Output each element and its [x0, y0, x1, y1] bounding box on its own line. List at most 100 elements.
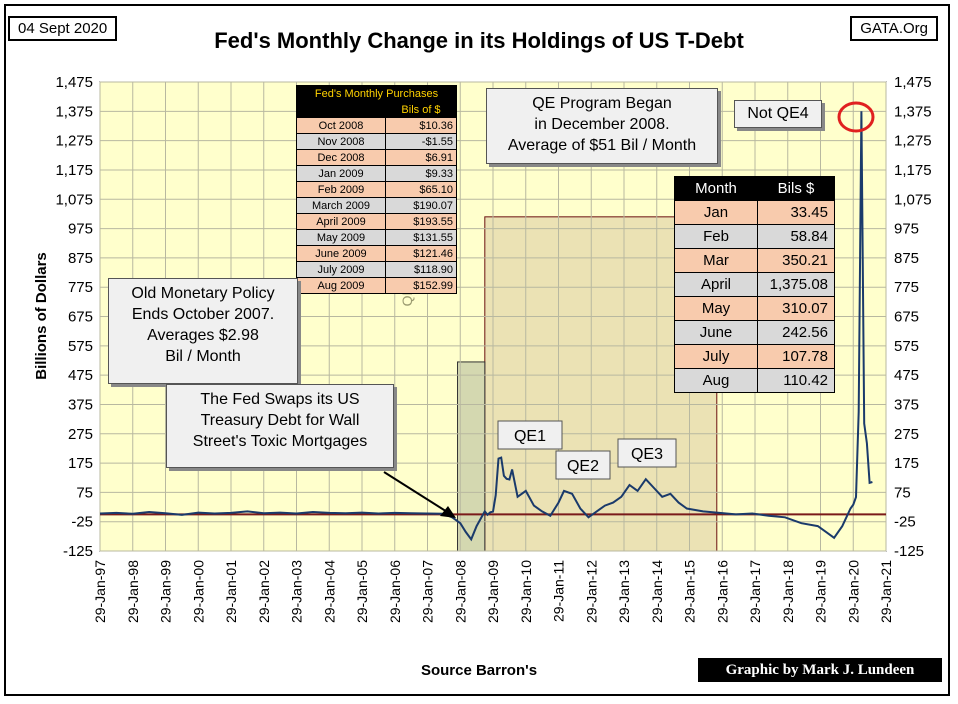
x-tick-label: 29-Jan-01	[223, 560, 239, 623]
purchases-row: May 2009 $131.55	[296, 229, 457, 246]
months-value: 310.07	[757, 296, 835, 321]
y-tick-right: 275	[894, 426, 919, 443]
purchases-row: Jan 2009 $9.33	[296, 165, 457, 182]
purchases-value: $65.10	[385, 181, 457, 198]
y-tick-left: 875	[68, 250, 93, 267]
y-tick-left: 975	[68, 221, 93, 238]
purchases-month: Feb 2009	[296, 181, 386, 198]
x-tick-label: 29-Jan-18	[780, 560, 796, 623]
fed-swaps-line-2: Treasury Debt for Wall	[200, 412, 360, 429]
y-axis-label: Billions of Dollars	[33, 252, 50, 380]
months-value: 107.78	[757, 344, 835, 369]
x-tick-label: 29-Jan-16	[714, 560, 730, 623]
purchases-row: Nov 2008 -$1.55	[296, 133, 457, 150]
y-tick-right: 475	[894, 367, 919, 384]
y-tick-left: -25	[71, 514, 93, 531]
spike-circle	[837, 101, 875, 133]
source-label: Source Barron's	[420, 662, 538, 679]
y-tick-right: 875	[894, 250, 919, 267]
x-tick-label: 29-Jan-14	[649, 560, 665, 623]
months-row: July 107.78	[674, 344, 835, 369]
y-tick-left: -125	[63, 543, 93, 560]
purchases-month: May 2009	[296, 229, 386, 246]
old-policy-line-2: Ends October 2007.	[131, 306, 275, 323]
months-value: 1,375.08	[757, 272, 835, 297]
qe-annotation-box	[555, 450, 611, 480]
purchases-empty-header	[296, 101, 386, 118]
purchases-row: Dec 2008 $6.91	[296, 149, 457, 166]
months-row: Aug 110.42	[674, 368, 835, 393]
qe-began-line-1: QE Program Began	[532, 95, 672, 112]
fed-swaps-note: The Fed Swaps its US Treasury Debt for W…	[166, 384, 394, 468]
old-policy-line-4: Bil / Month	[165, 348, 241, 365]
y-tick-left: 1,375	[55, 103, 93, 120]
purchases-value: $6.91	[385, 149, 457, 166]
y-tick-left: 1,175	[55, 162, 93, 179]
y-tick-right: 575	[894, 338, 919, 355]
purchases-row: March 2009 $190.07	[296, 197, 457, 214]
y-tick-right: 75	[894, 484, 911, 501]
date-label: 04 Sept 2020	[8, 16, 118, 41]
months-table: Month Bils $ Jan 33.45 Feb 58.84 Mar 350.21 Ap…	[674, 176, 835, 393]
swap-arrow-line	[383, 471, 453, 516]
months-value: 110.42	[757, 368, 835, 393]
x-tick-label: 29-Jan-04	[321, 560, 337, 623]
x-tick-label: 29-Jan-13	[616, 560, 632, 623]
months-value: 350.21	[757, 248, 835, 273]
x-tick-label: 29-Jan-03	[289, 560, 305, 623]
months-value-header: Bils $	[757, 176, 835, 201]
y-tick-right: 1,375	[894, 103, 932, 120]
purchases-value: $121.46	[385, 245, 457, 262]
y-tick-left: 375	[68, 396, 93, 413]
x-tick-label: 29-Jan-98	[125, 560, 141, 623]
old-policy-line-1: Old Monetary Policy	[131, 285, 275, 302]
fed-swaps-line-1: The Fed Swaps its US	[200, 391, 360, 408]
purchases-row: Feb 2009 $65.10	[296, 181, 457, 198]
qe-began-note: QE Program Began in December 2008. Avera…	[486, 88, 718, 164]
purchases-month: April 2009	[296, 213, 386, 230]
months-row: April 1,375.08	[674, 272, 835, 297]
y-tick-right: 1,075	[894, 191, 932, 208]
months-row: Jan 33.45	[674, 200, 835, 225]
credit-label: Graphic by Mark J. Lundeen	[698, 658, 942, 682]
y-tick-left: 275	[68, 426, 93, 443]
qe-annotation-label: QE1	[514, 428, 546, 445]
y-tick-right: 675	[894, 309, 919, 326]
y-tick-left: 75	[76, 484, 93, 501]
x-tick-label: 29-Jan-17	[747, 560, 763, 623]
x-tick-label: 29-Jan-11	[551, 560, 567, 622]
qe-annotation-box	[617, 438, 677, 468]
purchases-value: -$1.55	[385, 133, 457, 150]
y-tick-left: 1,075	[55, 191, 93, 208]
purchases-row: Aug 2009 $152.99	[296, 277, 457, 294]
purchases-table: Fed's Monthly Purchases Bils of $ Oct 20…	[296, 85, 457, 294]
chart-title: Fed's Monthly Change in its Holdings of …	[214, 28, 744, 53]
x-tick-label: 29-Jan-20	[845, 560, 861, 623]
purchases-month: March 2009	[296, 197, 386, 214]
purchases-value: $190.07	[385, 197, 457, 214]
x-tick-label: 29-Jan-15	[682, 560, 698, 623]
months-month: June	[674, 320, 758, 345]
months-value: 242.56	[757, 320, 835, 345]
swap-period-shade	[457, 361, 486, 552]
y-tick-right: 1,175	[894, 162, 932, 179]
purchases-value: $9.33	[385, 165, 457, 182]
months-month: Jan	[674, 200, 758, 225]
y-tick-right: 375	[894, 396, 919, 413]
months-month: Mar	[674, 248, 758, 273]
y-tick-right: -125	[894, 543, 924, 560]
swap-arrow-head	[440, 506, 456, 518]
old-policy-line-3: Averages $2.98	[147, 327, 259, 344]
months-month: April	[674, 272, 758, 297]
y-tick-right: 975	[894, 221, 919, 238]
y-tick-left: 175	[68, 455, 93, 472]
series-line	[99, 111, 873, 542]
months-value: 33.45	[757, 200, 835, 225]
purchases-month: Jan 2009	[296, 165, 386, 182]
x-tick-label: 29-Jan-05	[354, 560, 370, 623]
months-value: 58.84	[757, 224, 835, 249]
x-tick-label: 29-Jan-02	[256, 560, 272, 623]
purchases-value: $118.90	[385, 261, 457, 278]
purchases-value: $10.36	[385, 117, 457, 134]
purchases-value: $131.55	[385, 229, 457, 246]
